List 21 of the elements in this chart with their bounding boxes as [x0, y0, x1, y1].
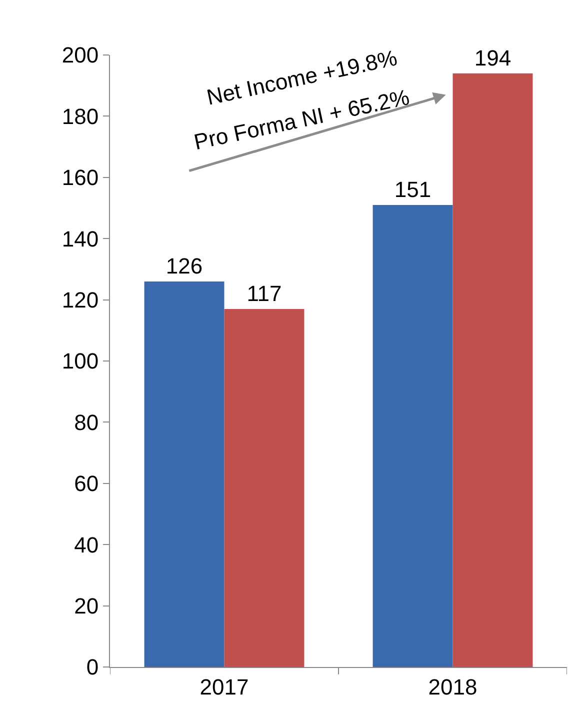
- y-tick-label: 140: [62, 226, 99, 252]
- bar: [144, 281, 224, 667]
- data-label: 151: [394, 176, 432, 202]
- bar: [372, 204, 453, 667]
- bar: [224, 308, 304, 667]
- y-tick-label: 40: [74, 532, 99, 558]
- data-label: 194: [474, 45, 512, 70]
- x-tick-label: 2017: [200, 674, 249, 700]
- bar: [452, 73, 533, 667]
- y-tick-label: 20: [74, 594, 99, 618]
- y-tick-label: 180: [62, 104, 99, 129]
- data-label: 126: [166, 253, 203, 278]
- y-tick-label: 200: [62, 42, 99, 68]
- y-tick-label: 100: [62, 348, 99, 374]
- y-tick-label: 0: [86, 654, 99, 680]
- y-tick-label: 80: [74, 410, 99, 435]
- y-tick-label: 120: [62, 288, 99, 312]
- y-tick-label: 160: [62, 165, 99, 190]
- data-label: 117: [246, 280, 282, 306]
- x-tick-label: 2018: [428, 674, 478, 700]
- y-tick-label: 60: [74, 471, 99, 496]
